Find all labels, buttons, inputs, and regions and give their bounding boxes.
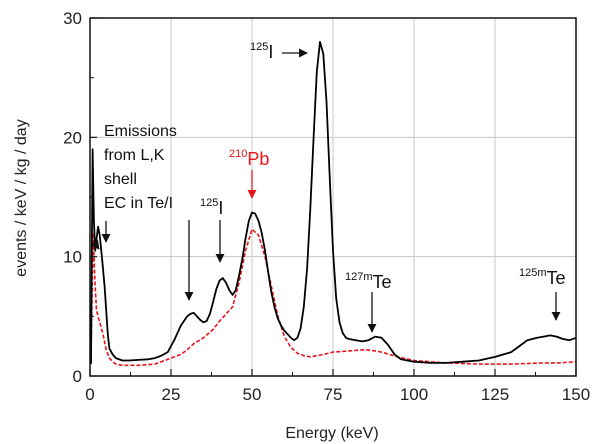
annotation-emissions-line-3: shell: [104, 171, 137, 188]
i125-top-mass: 125: [250, 41, 268, 53]
i125-mid-element: I: [218, 198, 223, 218]
i125-mid-mass: 125: [200, 197, 218, 209]
te125m-element: Te: [547, 268, 566, 288]
annotation-emissions: Emissions from L,K shell EC in Te/I: [90, 123, 177, 250]
series-layer: [90, 41, 577, 367]
annotation-emissions-arrow-2: [90, 239, 100, 250]
te127m-mass: 127m: [345, 271, 373, 283]
i125-top-element: I: [268, 42, 273, 62]
y-axis-title: events / keV / kg / day: [13, 119, 30, 276]
annotation-emissions-line-4: EC in Te/I: [104, 195, 173, 212]
x-tick-label: 150: [562, 385, 590, 404]
annotation-te127m: 127mTe: [345, 271, 392, 333]
pb210-element: Pb: [247, 149, 269, 169]
y-tick-label: 10: [63, 248, 82, 267]
annotation-pb210: 210Pb: [229, 148, 269, 199]
x-tick-label: 25: [162, 385, 181, 404]
annotation-te125m-label: 125mTe: [519, 267, 566, 288]
annotation-i125-mid: 125I: [184, 197, 225, 301]
y-tick-label: 30: [63, 9, 82, 28]
annotation-i125-top: 125I: [250, 41, 308, 62]
annotation-te127m-label: 127mTe: [345, 271, 392, 292]
y-tick-label: 0: [73, 367, 82, 386]
annotation-i125-top-label: 125I: [250, 41, 273, 62]
te127m-element: Te: [373, 272, 392, 292]
annotation-emissions-line-2: from L,K: [104, 147, 165, 164]
x-tick-label: 50: [243, 385, 262, 404]
x-tick-label: 0: [85, 385, 94, 404]
x-tick-label: 100: [400, 385, 428, 404]
series-line-red: [90, 228, 577, 367]
te125m-mass: 125m: [519, 267, 547, 279]
x-tick-label: 125: [481, 385, 509, 404]
x-tick-label: 75: [324, 385, 343, 404]
y-tick-label: 20: [63, 128, 82, 147]
annotation-te125m: 125mTe: [519, 267, 566, 321]
x-axis-title: Energy (keV): [285, 425, 378, 442]
annotation-pb210-label: 210Pb: [229, 148, 269, 169]
annotation-i125-mid-label: 125I: [200, 197, 223, 218]
series-line-black: [90, 41, 577, 365]
pb210-mass: 210: [229, 148, 247, 160]
annotation-emissions-line-1: Emissions: [104, 123, 177, 140]
axis-ticks: 0 25 50 75 100 125 150 0 10 20 30: [63, 9, 590, 404]
